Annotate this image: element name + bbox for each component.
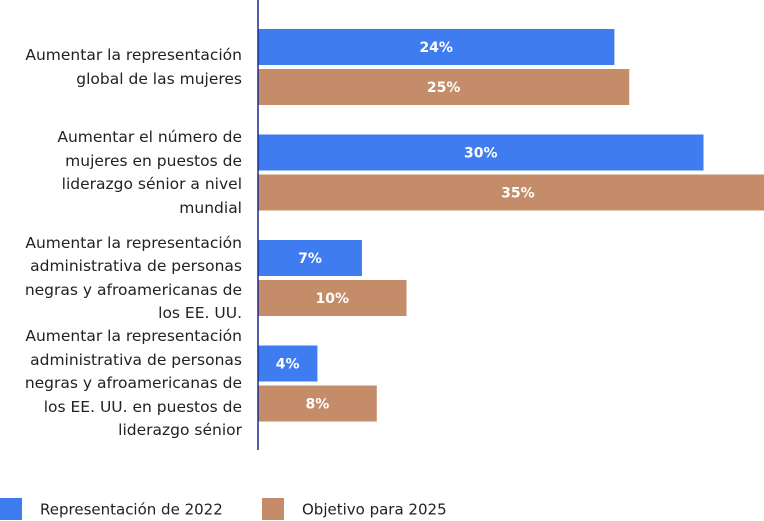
category-label: Aumentar la representación administrativ… <box>0 226 242 331</box>
value-label: 24% <box>419 40 453 56</box>
value-label: 8% <box>306 397 330 413</box>
bar <box>258 385 377 422</box>
category-label: Aumentar la representación administrativ… <box>0 327 242 439</box>
category-label: Aumentar el número de mujeres en puestos… <box>0 121 242 226</box>
value-label: 30% <box>464 146 498 162</box>
legend-swatch <box>0 498 22 520</box>
legend-label: Objetivo para 2025 <box>302 501 447 519</box>
category-label: Aumentar la representación global de las… <box>0 15 242 120</box>
category-text: Aumentar la representación administrativ… <box>24 327 242 440</box>
bar <box>258 134 704 171</box>
category-text: Aumentar la representación administrativ… <box>24 233 242 323</box>
category-text: Aumentar la representación global de las… <box>25 46 242 88</box>
bar <box>258 240 362 276</box>
value-label: 25% <box>427 80 461 96</box>
bar <box>258 345 318 382</box>
value-label: 35% <box>501 186 535 202</box>
bar <box>258 280 407 316</box>
category-text: Aumentar el número de mujeres en puestos… <box>57 128 242 217</box>
value-label: 4% <box>276 357 300 373</box>
value-label: 7% <box>298 251 322 267</box>
bar <box>258 69 630 105</box>
legend-label: Representación de 2022 <box>40 501 223 519</box>
legend-swatch <box>262 498 284 520</box>
bar <box>258 29 615 65</box>
bar <box>258 174 764 211</box>
value-label: 10% <box>315 291 349 307</box>
